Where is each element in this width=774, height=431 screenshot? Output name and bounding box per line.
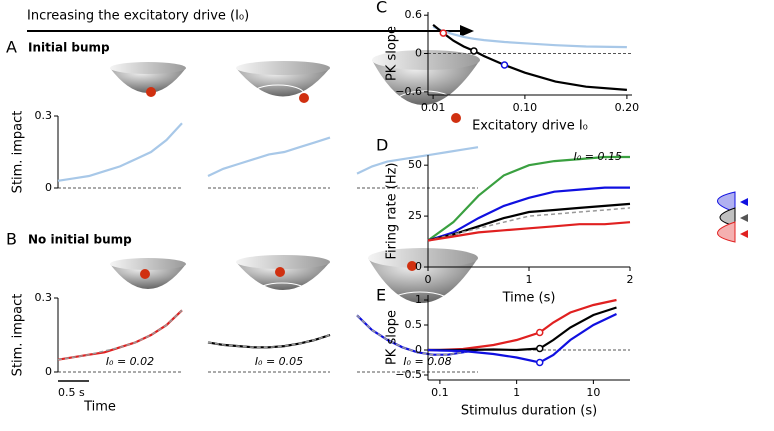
arrow-head [460,25,474,37]
y-tick-label: −0.6 [395,85,422,98]
bowls [110,50,480,321]
panel-letter: D [376,136,388,155]
series-line [57,309,183,361]
scale-bar-label: 0.5 s [58,386,85,399]
y-tick-label: 0 [415,343,422,356]
y-tick-label: 25 [408,209,422,222]
series-line [356,146,479,175]
marker [535,328,544,337]
panel-title: No initial bump [28,233,132,247]
series-line [427,186,630,242]
series-line [427,221,631,242]
y-tick-label: 0.3 [35,291,53,304]
x-tick-label: 1 [526,273,533,286]
marker [470,47,478,55]
y-tick-label: 50 [408,158,422,171]
annotation: I₀ = 0.02 [106,355,154,368]
y-tick-label: 0 [415,260,422,273]
x-axis-label: Time [83,400,116,415]
series-line [207,136,331,177]
series-line [427,202,631,242]
x-tick-label: 0.10 [513,101,538,114]
distributions [717,191,748,243]
marker [500,61,509,69]
y-tick-label: 0.6 [405,8,423,21]
panel-letter: E [376,286,386,305]
y-tick-label: 0 [45,181,52,194]
x-axis-label: Excitatory drive I₀ [472,119,588,134]
y-axis-label: Stim. impact [11,294,26,377]
x-tick-label: 0.01 [421,101,446,114]
x-axis-label: Time (s) [502,291,556,306]
x-tick-label: 2 [627,273,634,286]
series-line [57,309,183,361]
y-tick-label: −0.5 [395,368,422,381]
y-tick-label: 1 [415,293,422,306]
x-tick-label: 0.20 [615,101,640,114]
series-line [432,23,627,91]
marker [439,29,448,37]
panel-letter: A [6,38,17,57]
series-line [356,314,479,356]
y-axis-label: PK slope [385,310,400,365]
annotation: I₀ = 0.05 [255,355,303,368]
y-axis-label: Firing rate (Hz) [385,162,400,259]
series-line [432,25,627,49]
series-line [427,155,630,242]
series-line [427,207,631,242]
y-tick-label: 0.3 [35,109,53,122]
header-text: Increasing the excitatory drive (I₀) [27,9,249,24]
marker [535,344,544,353]
marker [535,358,544,367]
x-tick-label: 1 [513,386,520,399]
y-tick-label: 0.5 [405,318,423,331]
panel-letter: C [376,0,387,17]
series-line [428,298,617,352]
series-line [207,333,331,349]
y-axis-label: PK slope [385,26,400,81]
panel-letter: B [6,230,17,249]
x-tick-label: 0 [425,273,432,286]
x-axis-label: Stimulus duration (s) [461,404,597,419]
panel-title: Initial bump [28,41,110,55]
x-tick-label: 10 [586,386,600,399]
y-tick-label: 0 [415,47,422,60]
y-tick-label: 0 [45,365,52,378]
series-line [57,122,183,182]
y-axis-label: Stim. impact [11,111,26,194]
annotation: I₀ = 0.15 [574,150,622,163]
x-tick-label: 0.1 [431,386,449,399]
series-line [427,313,617,364]
